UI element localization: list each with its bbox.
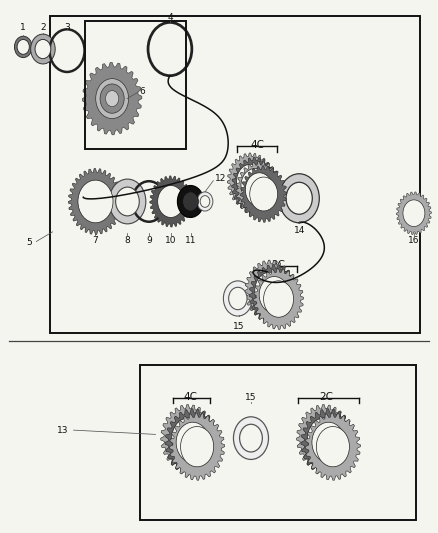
- Polygon shape: [245, 260, 295, 321]
- Circle shape: [255, 272, 285, 309]
- Circle shape: [241, 168, 269, 203]
- Circle shape: [250, 177, 278, 211]
- Circle shape: [177, 185, 204, 217]
- Polygon shape: [396, 192, 431, 235]
- Bar: [140, 365, 416, 520]
- Circle shape: [183, 192, 198, 211]
- Text: 14: 14: [293, 226, 305, 235]
- Circle shape: [78, 180, 113, 223]
- Circle shape: [259, 277, 289, 313]
- Circle shape: [101, 85, 123, 112]
- Circle shape: [172, 418, 205, 458]
- Polygon shape: [227, 153, 274, 209]
- Circle shape: [403, 200, 425, 227]
- Circle shape: [95, 78, 129, 119]
- Text: 4C: 4C: [250, 140, 264, 150]
- Circle shape: [109, 179, 146, 224]
- Polygon shape: [254, 269, 304, 329]
- Polygon shape: [161, 405, 216, 472]
- Text: 2C: 2C: [271, 261, 285, 270]
- Text: 4C: 4C: [184, 392, 198, 402]
- Polygon shape: [297, 405, 352, 472]
- Polygon shape: [150, 176, 192, 227]
- Circle shape: [116, 187, 139, 216]
- Text: 11: 11: [185, 237, 196, 245]
- Text: 9: 9: [146, 237, 152, 245]
- Polygon shape: [249, 264, 299, 325]
- Polygon shape: [305, 413, 360, 480]
- Circle shape: [100, 84, 124, 114]
- Text: 7: 7: [92, 237, 99, 245]
- Polygon shape: [240, 166, 287, 222]
- Polygon shape: [236, 161, 283, 218]
- Polygon shape: [68, 168, 123, 235]
- Circle shape: [316, 426, 350, 467]
- Text: 8: 8: [124, 237, 131, 245]
- Circle shape: [14, 36, 32, 58]
- Circle shape: [312, 422, 345, 463]
- Circle shape: [307, 418, 341, 458]
- Circle shape: [17, 39, 29, 54]
- Circle shape: [237, 164, 265, 198]
- Circle shape: [229, 287, 247, 310]
- Circle shape: [176, 422, 209, 463]
- Circle shape: [286, 182, 312, 214]
- Circle shape: [223, 281, 252, 316]
- Circle shape: [106, 91, 119, 107]
- Circle shape: [158, 185, 184, 217]
- Polygon shape: [170, 413, 225, 480]
- Circle shape: [180, 426, 214, 467]
- Text: 5: 5: [26, 238, 32, 247]
- Text: 16: 16: [408, 237, 420, 245]
- Circle shape: [31, 34, 55, 64]
- Polygon shape: [82, 62, 142, 135]
- Text: 12: 12: [215, 174, 226, 183]
- Circle shape: [233, 417, 268, 459]
- Polygon shape: [301, 409, 356, 476]
- Circle shape: [264, 281, 293, 317]
- Polygon shape: [165, 409, 220, 476]
- Text: 2C: 2C: [319, 392, 333, 402]
- Circle shape: [200, 196, 210, 207]
- Circle shape: [245, 173, 273, 207]
- Circle shape: [197, 192, 213, 211]
- Text: 1: 1: [20, 23, 26, 32]
- Bar: [85, 21, 186, 149]
- Circle shape: [35, 39, 51, 59]
- Text: 4: 4: [167, 13, 173, 21]
- Polygon shape: [232, 157, 278, 214]
- Bar: [50, 16, 420, 333]
- Text: 15: 15: [233, 322, 244, 330]
- Text: 3: 3: [64, 23, 70, 32]
- Circle shape: [240, 424, 262, 452]
- Text: 6: 6: [139, 87, 145, 96]
- Circle shape: [279, 174, 319, 223]
- Text: 2: 2: [40, 23, 46, 32]
- Text: 13: 13: [57, 426, 68, 434]
- Text: 15: 15: [245, 393, 257, 401]
- Text: 10: 10: [165, 237, 177, 245]
